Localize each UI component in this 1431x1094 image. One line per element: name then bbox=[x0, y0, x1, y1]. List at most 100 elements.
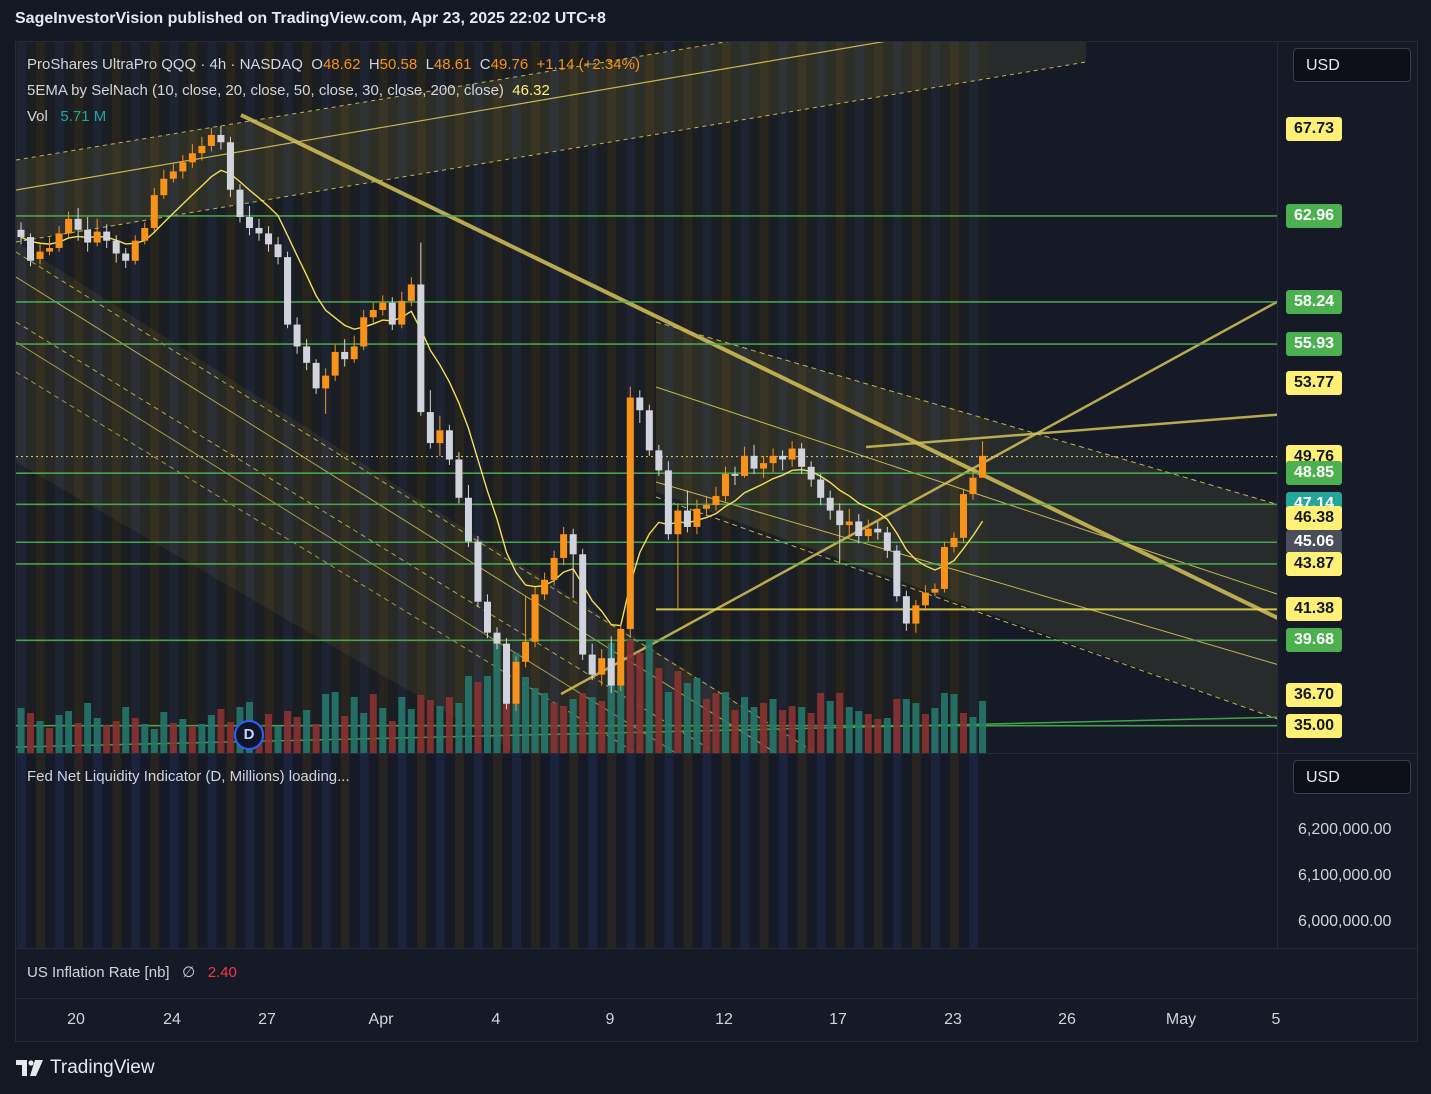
volume-bar bbox=[17, 708, 25, 753]
session-band bbox=[949, 42, 959, 753]
candle bbox=[36, 244, 44, 265]
candle bbox=[940, 541, 948, 593]
volume-bar bbox=[950, 694, 958, 753]
volume-bar bbox=[674, 671, 682, 753]
liquidity-currency-button[interactable]: USD bbox=[1293, 760, 1411, 794]
candle bbox=[788, 441, 796, 467]
volume-bar bbox=[445, 697, 453, 753]
candle-body bbox=[169, 171, 177, 179]
trend-line bbox=[655, 321, 1278, 506]
candle bbox=[331, 344, 339, 382]
candle bbox=[93, 218, 101, 247]
candle bbox=[131, 235, 139, 265]
liquidity-plot[interactable]: Fed Net Liquidity Indicator (D, Millions… bbox=[16, 754, 1278, 948]
session-band bbox=[302, 42, 312, 753]
session-band bbox=[131, 42, 141, 753]
candle-body bbox=[979, 455, 987, 478]
volume-label: Vol bbox=[27, 108, 48, 125]
volume-bar bbox=[598, 701, 606, 753]
candle-body bbox=[588, 654, 596, 675]
candle bbox=[741, 446, 749, 478]
volume-bar bbox=[626, 640, 634, 753]
price-chart-svg[interactable] bbox=[16, 42, 1278, 753]
candle bbox=[798, 443, 806, 475]
candle bbox=[845, 508, 853, 538]
session-band bbox=[397, 754, 407, 948]
liquidity-axis[interactable]: USD 6,200,000.00 6,100,000.00 6,000,000.… bbox=[1277, 754, 1417, 948]
candle-body bbox=[541, 579, 549, 595]
price-label: 46.38 bbox=[1286, 506, 1343, 531]
volume-value: 5.71 M bbox=[60, 108, 107, 125]
session-band bbox=[454, 754, 464, 948]
candle bbox=[560, 526, 568, 566]
candle bbox=[303, 339, 311, 371]
candle-body bbox=[398, 300, 406, 325]
session-band bbox=[759, 42, 769, 753]
candle bbox=[959, 488, 967, 544]
volume-bar bbox=[636, 653, 644, 753]
volume-bar bbox=[379, 708, 387, 753]
volume-bar bbox=[474, 682, 482, 753]
volume-bar bbox=[931, 708, 939, 753]
candle-body bbox=[760, 463, 768, 469]
liquidity-pane[interactable]: Fed Net Liquidity Indicator (D, Millions… bbox=[15, 753, 1418, 949]
candle bbox=[979, 441, 987, 478]
session-band bbox=[969, 42, 978, 753]
time-tick: 9 bbox=[605, 1011, 615, 1028]
volume-bar bbox=[84, 703, 92, 753]
session-band bbox=[36, 42, 46, 753]
candle bbox=[360, 309, 368, 351]
candle-body bbox=[883, 532, 891, 551]
volume-bar bbox=[455, 703, 463, 753]
price-plot[interactable]: ProShares UltraPro QQQ · 4h · NASDAQ O48… bbox=[16, 42, 1278, 753]
tradingview-logo[interactable]: TradingView bbox=[16, 1057, 155, 1079]
volume-bar bbox=[93, 718, 101, 753]
session-band bbox=[435, 42, 445, 753]
candle bbox=[541, 572, 549, 600]
candle bbox=[921, 585, 929, 611]
volume-bar bbox=[645, 640, 653, 753]
price-label: 48.85 bbox=[1286, 461, 1343, 486]
currency-button[interactable]: USD bbox=[1293, 48, 1411, 82]
candle bbox=[969, 472, 977, 500]
volume-bar bbox=[150, 729, 158, 753]
candle bbox=[27, 233, 35, 267]
candle-body bbox=[55, 233, 63, 249]
time-axis[interactable]: 20 24 27 Apr 4 9 12 17 23 26 May 5 bbox=[15, 998, 1418, 1042]
candle bbox=[436, 415, 444, 456]
horizontal-levels bbox=[16, 215, 1278, 727]
candle bbox=[312, 359, 320, 394]
candle bbox=[369, 302, 377, 323]
session-band bbox=[378, 42, 388, 753]
volume-bar bbox=[122, 707, 130, 753]
volume-legend: Vol 5.71 M bbox=[27, 108, 106, 125]
session-band bbox=[664, 754, 674, 948]
volume-bar bbox=[284, 711, 292, 753]
session-band bbox=[930, 754, 940, 948]
session-band bbox=[435, 754, 445, 948]
volume-bar bbox=[607, 643, 615, 753]
candle bbox=[284, 251, 292, 329]
dividend-badge[interactable]: D bbox=[234, 720, 264, 750]
volume-bar bbox=[293, 717, 301, 753]
candle bbox=[512, 656, 520, 712]
volume-bar bbox=[398, 697, 406, 753]
volume-bar bbox=[702, 699, 710, 753]
volume-bar bbox=[779, 710, 787, 753]
inflation-pane[interactable]: US Inflation Rate [nb] ∅ 2.40 bbox=[15, 948, 1418, 999]
session-band bbox=[74, 42, 84, 753]
volume-bar bbox=[864, 714, 872, 753]
candle-body bbox=[712, 495, 720, 506]
candle-body bbox=[798, 448, 806, 467]
candle bbox=[350, 335, 358, 363]
price-pane[interactable]: ProShares UltraPro QQQ · 4h · NASDAQ O48… bbox=[15, 41, 1418, 754]
time-tick: 17 bbox=[829, 1011, 847, 1028]
candle-body bbox=[74, 218, 82, 230]
time-tick: May bbox=[1165, 1011, 1197, 1028]
candle-body bbox=[969, 477, 977, 495]
session-band bbox=[569, 42, 579, 753]
candle-body bbox=[93, 231, 101, 243]
channel-fill bbox=[16, 42, 1086, 242]
volume-bar bbox=[969, 717, 977, 753]
